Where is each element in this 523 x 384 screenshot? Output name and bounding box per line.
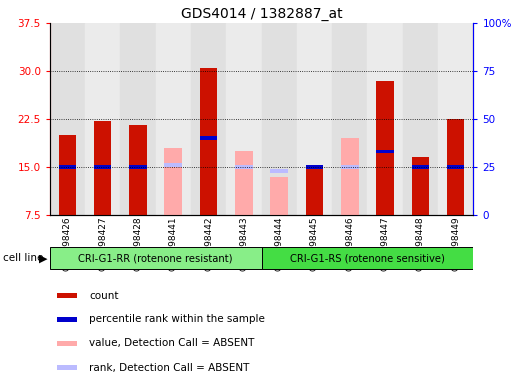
Bar <box>226 23 262 215</box>
Bar <box>305 166 323 215</box>
Bar <box>129 126 147 215</box>
Bar <box>412 165 429 169</box>
Bar <box>438 23 473 215</box>
Text: CRI-G1-RR (rotenone resistant): CRI-G1-RR (rotenone resistant) <box>78 253 233 263</box>
Bar <box>58 366 76 370</box>
Bar <box>200 136 218 140</box>
Bar <box>164 148 182 215</box>
Bar <box>94 121 111 215</box>
Bar <box>58 293 76 298</box>
Bar <box>85 23 120 215</box>
Bar <box>262 23 297 215</box>
Bar <box>50 23 85 215</box>
Bar <box>59 165 76 169</box>
Bar <box>94 165 111 169</box>
Bar <box>447 165 464 169</box>
Bar <box>235 165 253 169</box>
Text: rank, Detection Call = ABSENT: rank, Detection Call = ABSENT <box>89 363 250 373</box>
Bar <box>120 23 155 215</box>
Bar <box>447 119 464 215</box>
Bar <box>270 169 288 173</box>
Bar <box>200 68 218 215</box>
Text: CRI-G1-RS (rotenone sensitive): CRI-G1-RS (rotenone sensitive) <box>290 253 445 263</box>
Bar <box>376 150 394 154</box>
Text: ▶: ▶ <box>39 253 48 263</box>
Bar <box>412 157 429 215</box>
Text: percentile rank within the sample: percentile rank within the sample <box>89 314 265 324</box>
Bar <box>235 151 253 215</box>
Title: GDS4014 / 1382887_at: GDS4014 / 1382887_at <box>180 7 343 21</box>
Bar <box>367 23 403 215</box>
Bar <box>270 177 288 215</box>
Bar <box>341 165 359 169</box>
Text: cell line: cell line <box>3 253 43 263</box>
FancyBboxPatch shape <box>50 247 262 270</box>
Bar <box>59 135 76 215</box>
Bar <box>297 23 332 215</box>
Bar <box>403 23 438 215</box>
Bar <box>58 341 76 346</box>
FancyBboxPatch shape <box>262 247 473 270</box>
Text: value, Detection Call = ABSENT: value, Detection Call = ABSENT <box>89 338 255 348</box>
Bar <box>156 23 191 215</box>
Bar <box>376 81 394 215</box>
Bar <box>305 165 323 169</box>
Bar <box>164 163 182 167</box>
Bar <box>129 165 147 169</box>
Bar <box>332 23 367 215</box>
Text: count: count <box>89 291 119 301</box>
Bar <box>58 317 76 322</box>
Bar <box>191 23 226 215</box>
Bar <box>341 138 359 215</box>
